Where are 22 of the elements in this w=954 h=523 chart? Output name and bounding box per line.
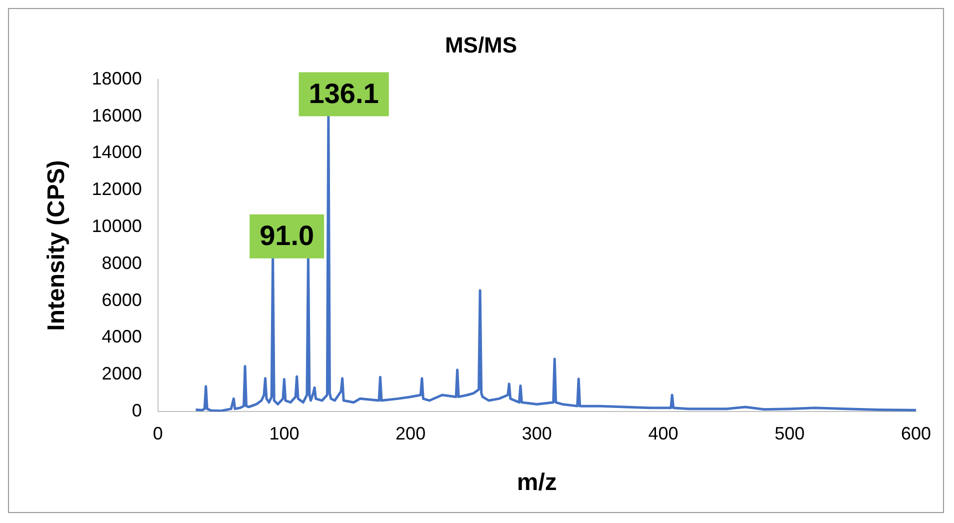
x-tick-label: 200: [396, 423, 426, 444]
y-tick-label: 14000: [92, 142, 142, 162]
y-axis-title: Intensity (CPS): [43, 160, 70, 331]
x-tick-label: 300: [522, 423, 552, 444]
y-tick-label: 6000: [102, 290, 142, 310]
y-tick-label: 10000: [92, 216, 142, 236]
y-tick-label: 0: [132, 400, 142, 421]
annotation: 91.0: [260, 220, 314, 252]
y-tick-label: 12000: [92, 179, 142, 200]
annotation: 136.1: [308, 78, 379, 110]
x-tick-label: 400: [648, 423, 678, 444]
y-tick-label: 18000: [92, 68, 142, 88]
y-tick-label: 8000: [102, 252, 142, 273]
chart-title: MS/MS: [444, 32, 518, 58]
x-tick-label: 600: [900, 423, 932, 444]
y-tick-label: 4000: [102, 326, 142, 347]
y-tick-label: 2000: [102, 364, 142, 384]
x-tick-label: 100: [269, 423, 300, 444]
x-tick-label: 0: [152, 423, 163, 444]
y-tick-label: 16000: [92, 105, 142, 126]
x-tick-label: 500: [774, 423, 805, 444]
x-axis-title: m/z: [516, 469, 557, 496]
